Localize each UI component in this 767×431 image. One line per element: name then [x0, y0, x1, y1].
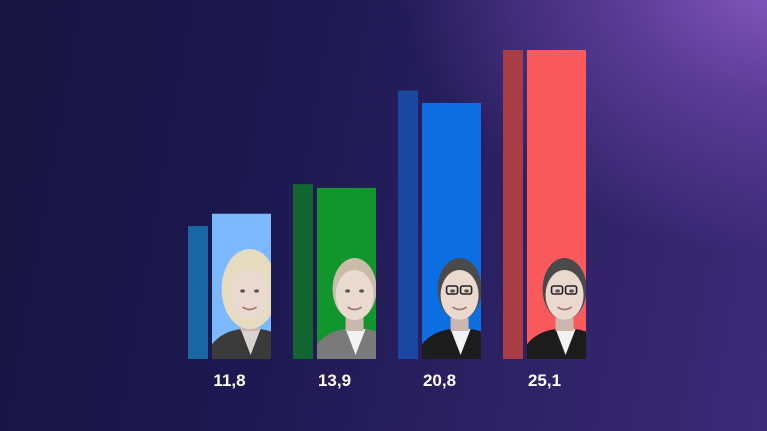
- portrait-man-glasses-suit: [422, 258, 481, 359]
- bar-value-label: 25,1: [528, 371, 561, 390]
- bar-previous: [188, 226, 208, 359]
- portrait-man-squinting: [317, 258, 376, 359]
- bar-group: 11,8: [188, 213, 271, 390]
- bar-value-label: 13,9: [318, 371, 351, 390]
- bar-previous: [398, 90, 418, 360]
- bar-previous: [503, 50, 523, 359]
- bar-group: 13,9: [293, 184, 376, 390]
- bar-group: 25,1: [503, 50, 586, 390]
- portrait-man-glasses-dark-suit: [527, 258, 586, 359]
- bar-group: 20,8: [398, 90, 481, 390]
- bar-value-label: 20,8: [423, 371, 456, 390]
- portrait-blonde-woman: [212, 249, 271, 359]
- bar-previous: [293, 184, 313, 359]
- bar-value-label: 11,8: [213, 371, 245, 390]
